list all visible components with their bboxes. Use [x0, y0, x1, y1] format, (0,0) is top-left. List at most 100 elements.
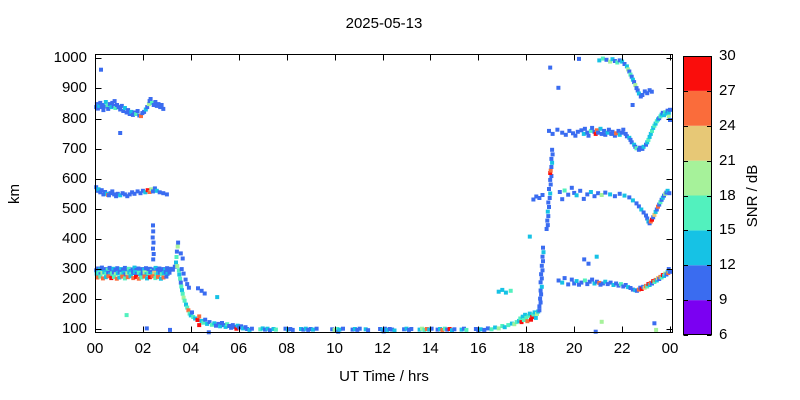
data-point	[657, 202, 662, 207]
y-tick-label: 300	[61, 260, 87, 278]
data-point	[626, 67, 631, 72]
data-point	[158, 105, 163, 110]
data-point	[660, 110, 665, 115]
data-point	[540, 193, 545, 197]
data-point	[630, 77, 635, 82]
data-point	[539, 263, 544, 268]
data-point	[668, 107, 672, 112]
data-point	[533, 315, 538, 320]
data-point	[337, 327, 342, 332]
data-point	[153, 100, 158, 104]
data-point	[378, 327, 383, 331]
y-tick-label: 500	[61, 199, 87, 217]
data-point	[100, 276, 105, 281]
data-point	[593, 131, 598, 136]
data-point	[594, 254, 599, 259]
data-point	[588, 190, 593, 194]
data-point	[438, 327, 442, 331]
data-point	[618, 282, 623, 287]
data-point	[550, 152, 555, 157]
data-point	[212, 321, 217, 326]
data-point	[153, 276, 158, 281]
data-point	[666, 114, 671, 119]
data-point	[636, 147, 641, 152]
data-point	[636, 204, 641, 209]
data-point	[110, 189, 115, 194]
data-point	[207, 320, 212, 325]
data-point	[164, 274, 169, 279]
data-point	[603, 279, 608, 284]
data-point	[218, 324, 223, 329]
data-point	[623, 283, 628, 287]
data-point	[640, 93, 645, 97]
data-point	[525, 319, 530, 324]
data-point	[142, 109, 147, 114]
x-tick-label: 00	[661, 340, 679, 357]
data-point	[645, 91, 650, 96]
data-point	[130, 112, 135, 117]
data-point	[392, 328, 397, 333]
data-point	[122, 192, 127, 197]
data-point	[142, 274, 147, 279]
data-point	[178, 280, 183, 285]
data-point	[665, 188, 670, 193]
data-point	[101, 192, 106, 197]
data-point	[582, 126, 587, 131]
chart-title: 2025-05-13	[345, 15, 423, 32]
data-point	[485, 326, 490, 331]
data-point	[496, 289, 501, 294]
data-point	[602, 128, 607, 133]
data-point	[181, 271, 186, 276]
data-point	[547, 128, 551, 133]
data-point	[283, 326, 288, 331]
data-point	[352, 327, 357, 331]
data-point	[422, 327, 427, 332]
data-point	[115, 191, 120, 196]
data-point	[599, 131, 604, 136]
data-point	[427, 327, 432, 332]
data-point	[599, 319, 604, 324]
data-point	[114, 276, 119, 281]
data-point	[223, 324, 228, 329]
data-point	[117, 275, 122, 280]
data-point	[151, 246, 155, 251]
data-point	[214, 323, 218, 328]
data-point	[588, 128, 593, 133]
data-point	[406, 327, 411, 332]
data-point	[135, 109, 140, 113]
data-point	[594, 128, 599, 133]
data-point	[658, 200, 663, 205]
data-point	[529, 317, 533, 322]
data-point	[647, 283, 652, 287]
x-tick-label: 18	[517, 340, 535, 357]
data-point	[572, 281, 577, 286]
data-point	[550, 131, 555, 136]
data-point	[541, 250, 546, 255]
data-point	[604, 57, 609, 62]
colorbar-tick-label: 24	[719, 116, 736, 134]
colorbar-tick-label: 18	[719, 186, 736, 204]
data-point	[106, 106, 111, 111]
data-point	[627, 195, 632, 200]
data-point	[404, 326, 409, 331]
data-point	[539, 292, 544, 297]
data-point	[107, 102, 112, 107]
data-point	[146, 102, 151, 107]
data-point	[574, 279, 579, 284]
data-point	[496, 326, 501, 331]
data-point	[122, 265, 127, 270]
data-point	[537, 304, 542, 309]
data-point	[545, 223, 550, 228]
data-point	[126, 266, 131, 271]
data-point	[530, 315, 535, 319]
data-point	[582, 278, 587, 283]
data-point	[103, 104, 108, 109]
data-point	[357, 326, 362, 331]
data-point	[667, 191, 672, 196]
data-point	[563, 132, 568, 137]
data-point	[167, 270, 172, 275]
data-point	[129, 109, 134, 114]
data-point	[290, 327, 295, 332]
data-point	[642, 89, 647, 94]
data-point	[556, 278, 561, 283]
